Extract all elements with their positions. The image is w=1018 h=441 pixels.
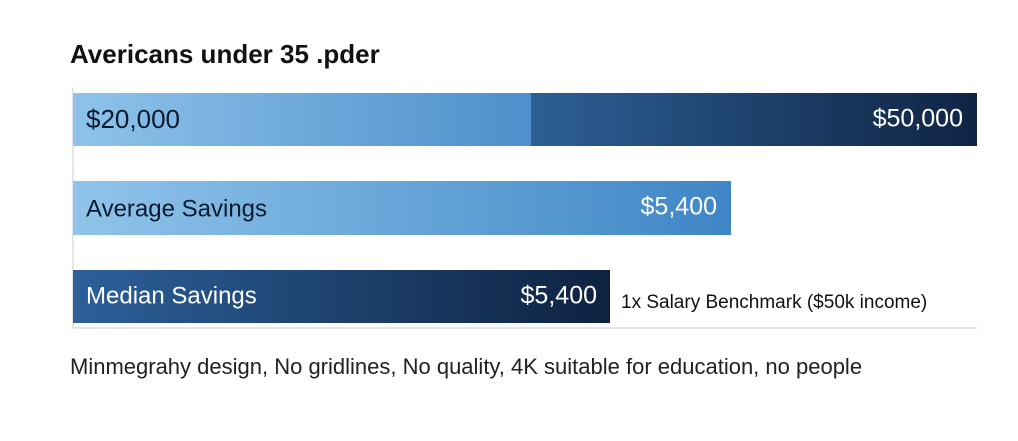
footer-note: Minmegrahy design, No gridlines, No qual… (70, 354, 862, 379)
bar-value-label: $5,400 (521, 282, 597, 310)
bar (73, 181, 731, 235)
bar-label: $50,000 (873, 105, 963, 133)
bar (73, 270, 610, 323)
bar-value-label: $5,400 (641, 193, 717, 221)
title: Avericans under 35 .pder (70, 39, 380, 69)
bar-label: Average Savings (86, 195, 267, 222)
bar-segment (73, 93, 531, 146)
bar-label: $20,000 (86, 104, 180, 134)
bar-label: Median Savings (86, 282, 257, 309)
bar-segment (531, 93, 977, 146)
benchmark-note: 1x Salary Benchmark ($50k income) (621, 292, 927, 313)
